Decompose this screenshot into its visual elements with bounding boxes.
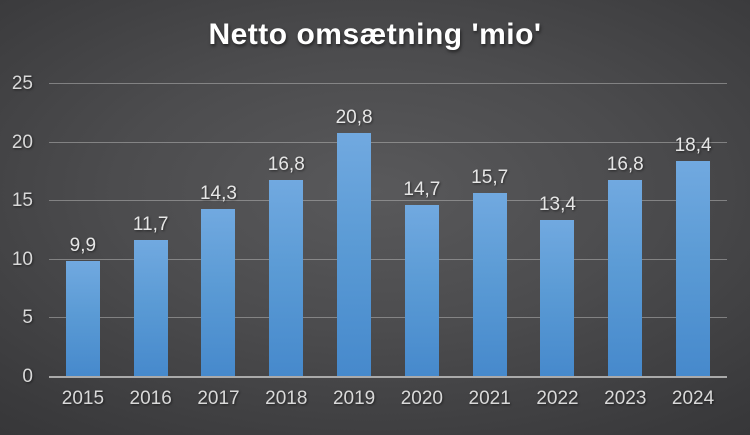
y-tick-label-0: 0 <box>22 366 33 387</box>
bar-column-2019: 20,8 <box>320 84 388 377</box>
bar-column-2017: 14,3 <box>185 84 253 377</box>
y-tick-label-20: 20 <box>11 131 33 153</box>
bar-series: 9,9 11,7 14,3 16,8 20,8 14,7 15,7 13,4 16,8 18,4 <box>49 84 727 377</box>
bar-value-label-2018: 16,8 <box>267 154 305 176</box>
bar-value-label-2021: 15,7 <box>471 167 509 188</box>
bar-2020: 14,7 <box>403 179 440 377</box>
x-tick-label-2023: 2023 <box>604 388 647 409</box>
x-axis-line <box>49 376 727 378</box>
bar-2022: 13,4 <box>539 194 576 377</box>
x-tick-label-2022: 2022 <box>536 388 579 409</box>
bar-2023: 16,8 <box>607 154 644 377</box>
bar-2016: 11,7 <box>133 214 168 377</box>
bar-column-2022: 13,4 <box>524 84 592 377</box>
bar-column-2021: 15,7 <box>456 84 524 377</box>
y-tick-label-15: 15 <box>11 190 33 212</box>
bar-value-label-2023: 16,8 <box>606 154 644 176</box>
bar-value-label-2015: 9,9 <box>69 234 97 256</box>
bar-value-label-2024: 18,4 <box>674 135 712 157</box>
bar-2015: 9,9 <box>65 235 100 377</box>
x-axis: 2015 2016 2017 2018 2019 2020 2021 2022 2023 2024 <box>49 388 727 410</box>
bar-2019: 20,8 <box>336 107 373 377</box>
gridline-20 <box>49 141 727 143</box>
x-tick-label-2021: 2021 <box>468 388 511 409</box>
x-tick-label-2020: 2020 <box>400 388 444 409</box>
bar-value-label-2016: 11,7 <box>132 213 169 235</box>
y-tick-label-5: 5 <box>22 307 33 329</box>
bar-value-label-2019: 20,8 <box>335 107 373 129</box>
y-axis: 0 5 10 15 20 25 <box>0 73 40 387</box>
bar-value-label-2020: 14,7 <box>403 178 441 200</box>
bar-2021: 15,7 <box>471 167 508 377</box>
x-tick-label-2019: 2019 <box>332 388 376 409</box>
gridline-10 <box>49 258 727 260</box>
bar-value-label-2022: 13,4 <box>538 193 576 215</box>
bar-column-2023: 16,8 <box>591 84 659 377</box>
bar-2024: 18,4 <box>675 135 712 377</box>
plot-area: 9,9 11,7 14,3 16,8 20,8 14,7 15,7 13,4 16,8 18,4 <box>49 83 727 378</box>
bar-value-label-2017: 14,3 <box>199 183 237 205</box>
gridline-5 <box>49 317 727 319</box>
gridline-25 <box>49 83 727 84</box>
x-tick-label-2018: 2018 <box>265 388 308 409</box>
x-tick-label-2024: 2024 <box>671 388 715 409</box>
bar-column-2020: 14,7 <box>388 84 456 377</box>
bar-column-2018: 16,8 <box>252 84 320 377</box>
bar-2018: 16,8 <box>268 154 305 377</box>
bar-column-2016: 11,7 <box>117 84 185 377</box>
x-tick-label-2015: 2015 <box>61 388 105 409</box>
bar-column-2015: 9,9 <box>49 84 117 377</box>
bar-2017: 14,3 <box>200 183 237 377</box>
x-tick-label-2016: 2016 <box>129 388 172 409</box>
chart-title: Netto omsætning 'mio' <box>208 18 542 51</box>
x-tick-label-2017: 2017 <box>197 388 240 409</box>
y-tick-label-10: 10 <box>11 248 33 270</box>
gridline-15 <box>49 200 727 202</box>
bar-column-2024: 18,4 <box>659 84 727 377</box>
y-tick-label-25: 25 <box>11 73 33 94</box>
